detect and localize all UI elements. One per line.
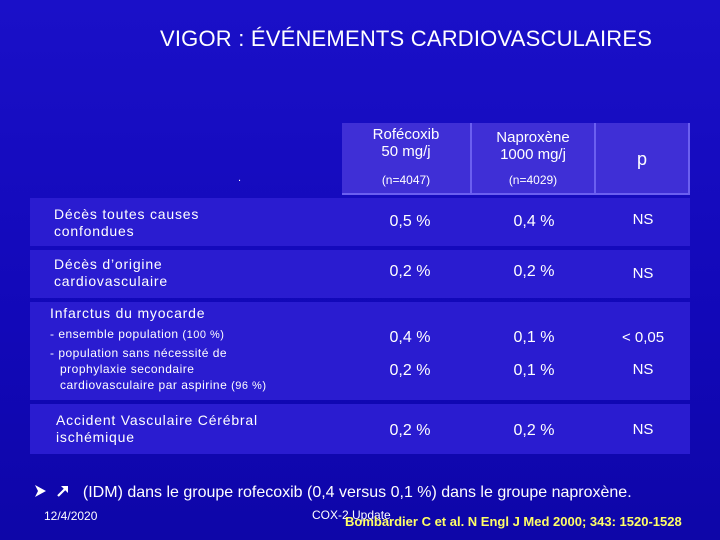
cell-infarctus-ensemble-naproxene: 0,1 %: [513, 329, 555, 346]
cell-avc-naproxene: 0,2 %: [513, 422, 555, 439]
row-label-deces-total: Décès toutes causes confondues: [54, 206, 200, 239]
header-naproxene-name: Naproxène 1000 mg/j: [496, 129, 570, 163]
conclusion-bullet: (IDM) dans le groupe rofecoxib (0,4 vers…: [34, 484, 632, 502]
row-band-deces-total: [30, 198, 690, 246]
header-rofecoxib-n: (n=4047): [381, 173, 431, 187]
arrow-up-right-icon: [57, 486, 69, 497]
row-band-deces-cv: [30, 250, 690, 298]
header-p: p: [596, 123, 690, 195]
cell-deces-total-p: NS: [632, 211, 654, 228]
cell-deces-total-naproxene: 0,4 %: [513, 213, 555, 230]
cell-infarctus-sans-aspirine-p: NS: [632, 361, 654, 378]
cell-avc-p: NS: [632, 421, 654, 438]
cell-infarctus-ensemble-p: < 0,05: [621, 329, 665, 346]
row-band-avc: [30, 404, 690, 454]
header-naproxene: Naproxène 1000 mg/j (n=4029): [472, 123, 596, 195]
cell-deces-cv-p: NS: [632, 265, 654, 282]
row-label-infarctus: Infarctus du myocarde: [50, 305, 206, 321]
header-rofecoxib: Rofécoxib 50 mg/j (n=4047): [342, 123, 472, 195]
cell-avc-rofecoxib: 0,2 %: [389, 422, 431, 439]
citation: Bombardier C et al. N Engl J Med 2000; 3…: [345, 514, 682, 529]
slide-title: VIGOR : ÉVÉNEMENTS CARDIOVASCULAIRES: [160, 26, 653, 51]
conclusion-text: (IDM) dans le groupe rofecoxib (0,4 vers…: [82, 484, 632, 501]
header-naproxene-n: (n=4029): [508, 173, 558, 187]
row-label-avc: Accident Vasculaire Cérébral ischémique: [56, 412, 258, 445]
cell-infarctus-sans-aspirine-naproxene: 0,1 %: [513, 362, 555, 379]
row-sublabel-sans-aspirine: - population sans nécessité de prophylax…: [50, 346, 267, 392]
header-dot: .: [238, 172, 242, 184]
cell-deces-cv-rofecoxib: 0,2 %: [389, 263, 431, 280]
cell-deces-cv-naproxene: 0,2 %: [513, 263, 555, 280]
header-rofecoxib-name: Rofécoxib 50 mg/j: [372, 126, 440, 160]
cell-infarctus-ensemble-rofecoxib: 0,4 %: [389, 329, 431, 346]
header-p-label: p: [636, 149, 647, 169]
cell-deces-total-rofecoxib: 0,5 %: [389, 213, 431, 230]
footer-center: COX-2 Update: [312, 508, 391, 522]
footer-date: 12/4/2020: [44, 509, 98, 523]
row-label-deces-cv: Décès d’origine cardiovasculaire: [54, 256, 168, 289]
row-band-infarctus: [30, 302, 690, 400]
row-sublabel-ensemble: - ensemble population (100 %): [50, 327, 225, 341]
arrow-bullet-icon: [35, 485, 46, 497]
cell-infarctus-sans-aspirine-rofecoxib: 0,2 %: [389, 362, 431, 379]
